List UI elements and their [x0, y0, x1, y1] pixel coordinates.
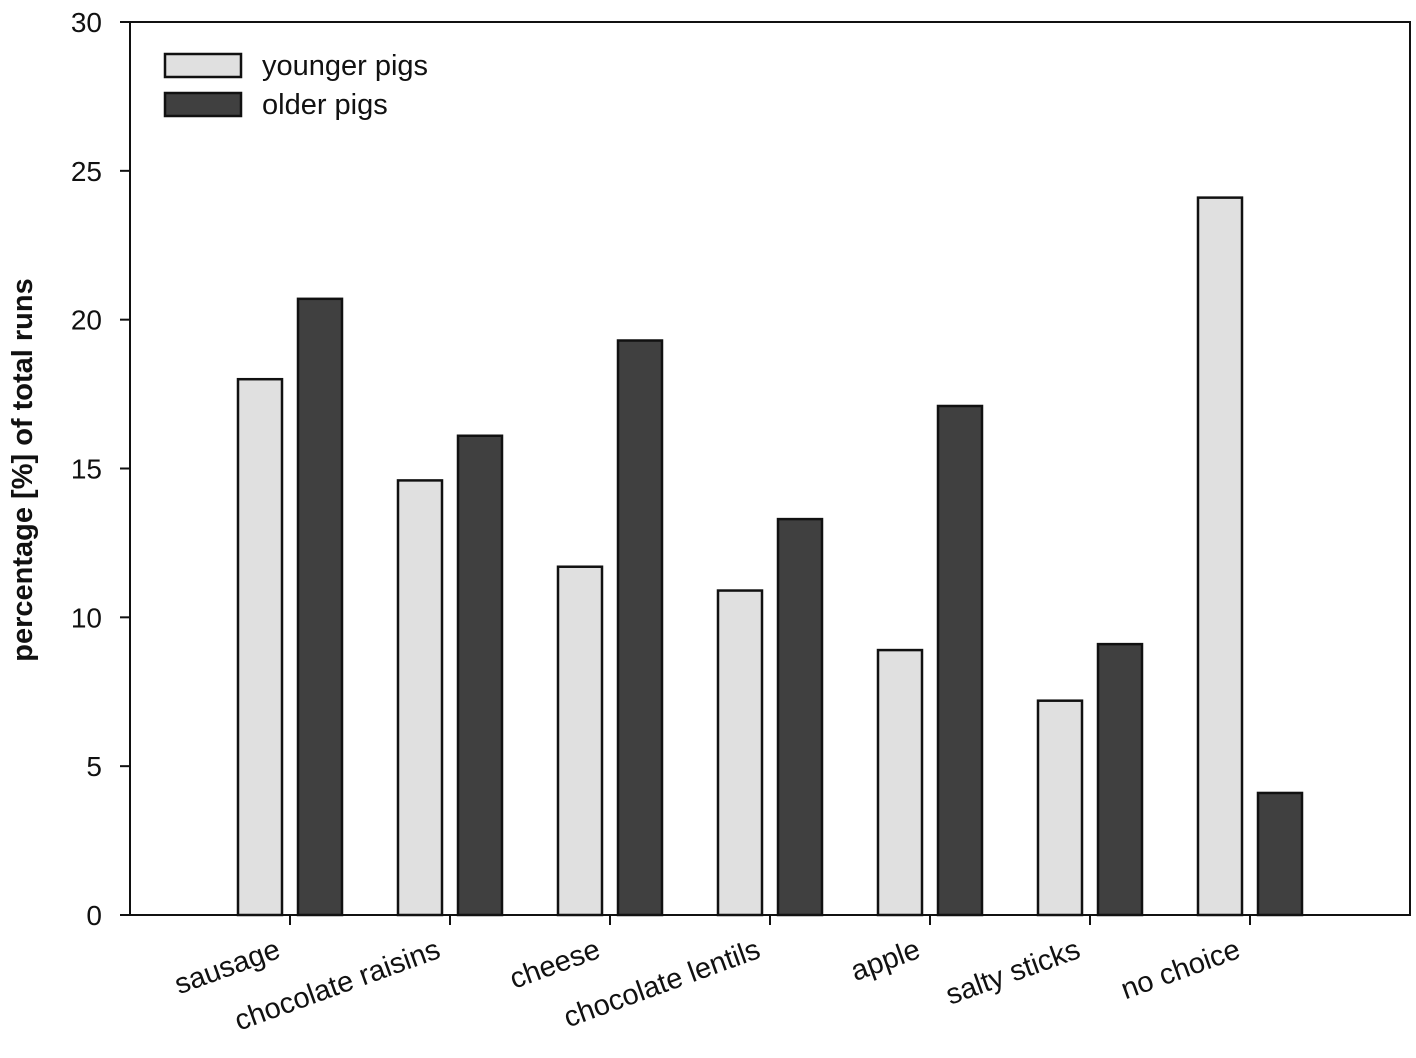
- y-tick-label: 5: [86, 751, 102, 782]
- bar: [1256, 791, 1304, 917]
- y-tick-label: 20: [71, 305, 102, 336]
- legend-swatch: [163, 52, 243, 79]
- y-axis-label: percentage [%] of total runs: [7, 278, 39, 662]
- bar: [616, 339, 664, 917]
- y-tick-label: 10: [71, 602, 102, 633]
- bar: [396, 479, 444, 917]
- bar: [1036, 699, 1084, 917]
- bar: [776, 517, 824, 917]
- legend-swatch: [163, 91, 243, 118]
- legend-label: younger pigs: [262, 50, 428, 82]
- bar: [236, 377, 284, 917]
- x-tick-label: cheese: [506, 934, 605, 996]
- bar: [556, 565, 604, 917]
- y-tick-label: 25: [71, 156, 102, 187]
- bar: [1096, 642, 1144, 917]
- bar: [716, 589, 764, 917]
- y-tick-label: 0: [86, 900, 102, 931]
- x-tick-label: no choice: [1117, 934, 1245, 1007]
- y-tick-label: 15: [71, 454, 102, 485]
- legend-label: older pigs: [262, 89, 388, 121]
- bar: [876, 648, 924, 917]
- x-tick-label: salty sticks: [942, 934, 1085, 1012]
- bar: [1196, 196, 1244, 917]
- x-tick-label: apple: [847, 934, 925, 988]
- bar: [936, 404, 984, 917]
- bar: [296, 297, 344, 917]
- bar: [456, 434, 504, 917]
- y-tick-label: 30: [71, 7, 102, 38]
- x-tick-label: sausage: [170, 934, 284, 1002]
